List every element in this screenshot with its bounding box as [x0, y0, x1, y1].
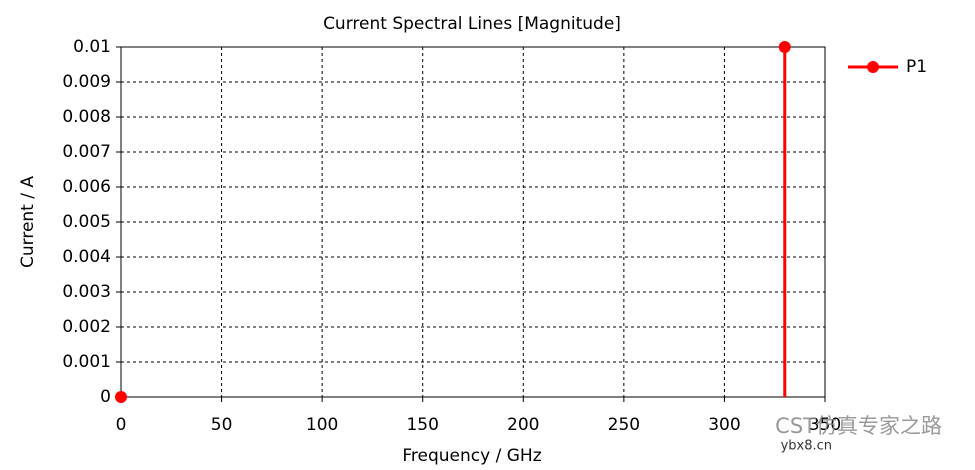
legend-label: P1 — [906, 57, 927, 77]
y-tick-label: 0.003 — [62, 282, 111, 302]
x-tick-label: 50 — [211, 415, 233, 435]
x-tick-label: 100 — [306, 415, 338, 435]
y-tick-label: 0.007 — [62, 142, 111, 162]
watermark: ybx8.cn — [781, 439, 832, 454]
y-tick-label: 0.006 — [62, 177, 111, 197]
y-tick-label: 0.005 — [62, 212, 111, 232]
y-tick-label: 0.009 — [62, 72, 111, 92]
chart-title: Current Spectral Lines [Magnitude] — [323, 14, 621, 34]
y-tick-label: 0.002 — [62, 317, 111, 337]
x-tick-label: 300 — [708, 415, 740, 435]
y-axis-label: Current / A — [18, 176, 38, 268]
x-axis-label: Frequency / GHz — [402, 446, 541, 466]
plot-border — [120, 46, 826, 398]
x-tick-label: 0 — [116, 415, 127, 435]
plot-area — [121, 47, 825, 397]
x-tick-label: 350 — [809, 415, 841, 435]
legend-marker — [867, 61, 879, 73]
x-tick-label: 200 — [507, 415, 539, 435]
watermark: CST仿真专家之路 — [775, 414, 942, 438]
y-tick-label: 0.001 — [62, 352, 111, 372]
stem-marker — [778, 41, 791, 53]
y-tick-label: 0 — [100, 387, 111, 407]
x-tick-label: 150 — [406, 415, 438, 435]
y-tick-label: 0.004 — [62, 247, 111, 267]
y-tick-label: 0.008 — [62, 107, 111, 127]
stem-marker — [115, 391, 127, 403]
y-tick-label: 0.01 — [73, 37, 111, 57]
x-tick-label: 250 — [608, 415, 640, 435]
